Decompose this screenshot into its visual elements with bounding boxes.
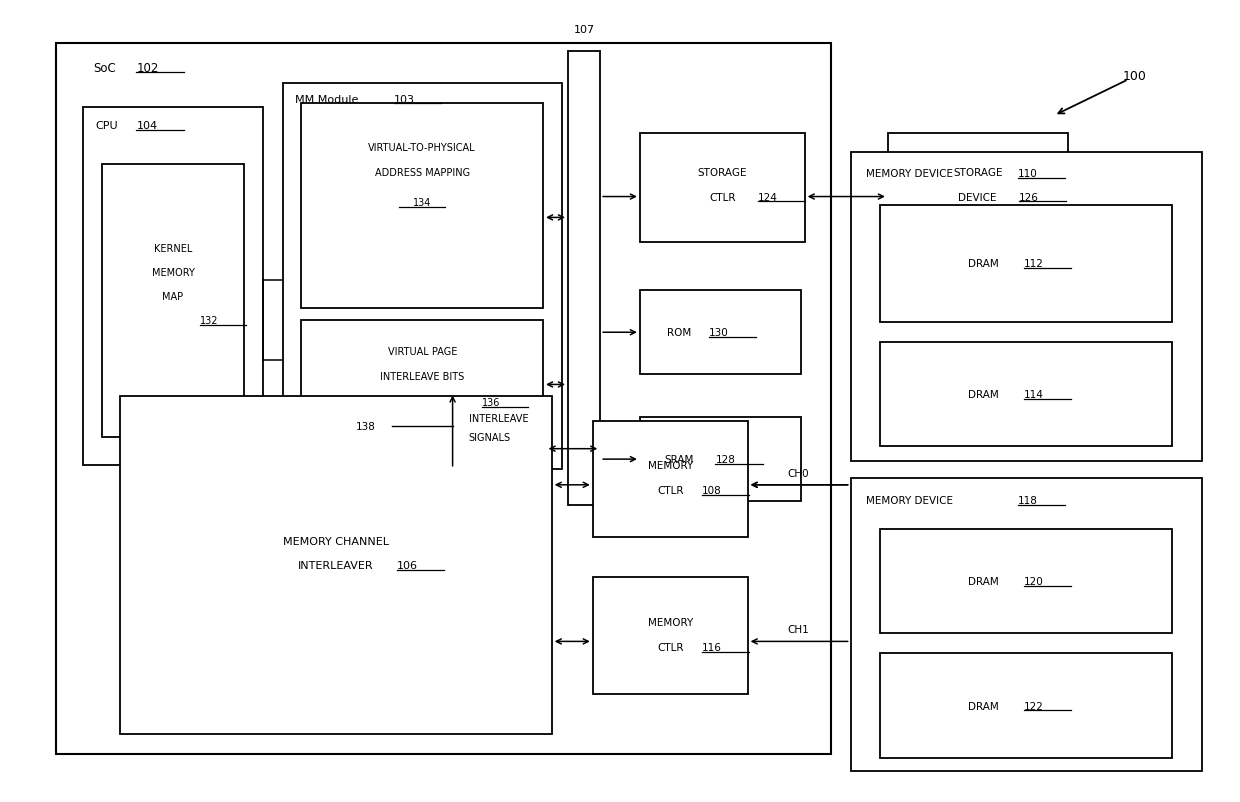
Text: 102: 102 <box>136 62 159 75</box>
Text: KERNEL: KERNEL <box>154 244 192 253</box>
Text: 120: 120 <box>1024 577 1044 586</box>
Text: 106: 106 <box>397 561 418 570</box>
Text: 128: 128 <box>715 455 735 464</box>
Bar <box>593 421 748 537</box>
Text: CTLR: CTLR <box>709 192 735 202</box>
Bar <box>301 104 543 309</box>
Text: CTLR: CTLR <box>657 486 683 496</box>
Text: STORAGE: STORAGE <box>954 168 1002 177</box>
Text: SIGNALS: SIGNALS <box>469 432 511 442</box>
Text: 112: 112 <box>1024 259 1044 269</box>
Text: MEMORY DEVICE: MEMORY DEVICE <box>866 496 952 505</box>
Bar <box>83 108 263 465</box>
Bar <box>640 417 801 501</box>
Text: 124: 124 <box>758 192 777 202</box>
Bar <box>56 44 831 754</box>
Bar <box>880 342 1172 447</box>
Text: 136: 136 <box>482 398 501 407</box>
Text: SoC: SoC <box>93 62 115 75</box>
Text: DRAM: DRAM <box>968 259 998 269</box>
Text: 118: 118 <box>1018 496 1038 505</box>
Text: 122: 122 <box>1024 701 1044 711</box>
Text: MEMORY: MEMORY <box>647 618 693 627</box>
Text: DEVICE: DEVICE <box>959 192 997 202</box>
Text: CTLR: CTLR <box>657 642 683 652</box>
Text: 132: 132 <box>200 316 218 326</box>
Text: MEMORY: MEMORY <box>647 460 693 470</box>
Text: INTERLEAVE: INTERLEAVE <box>469 414 528 423</box>
Text: SRAM: SRAM <box>665 455 694 464</box>
Text: 130: 130 <box>709 328 729 338</box>
Bar <box>593 577 748 694</box>
Bar <box>102 164 244 437</box>
Text: VIRTUAL PAGE: VIRTUAL PAGE <box>388 346 456 356</box>
Text: DRAM: DRAM <box>968 390 998 399</box>
Bar <box>880 654 1172 758</box>
Text: 138: 138 <box>356 422 376 431</box>
Bar <box>888 134 1068 242</box>
Text: 126: 126 <box>1019 192 1039 202</box>
Bar <box>120 397 552 734</box>
Text: VIRTUAL-TO-PHYSICAL: VIRTUAL-TO-PHYSICAL <box>368 143 476 152</box>
Text: STORAGE: STORAGE <box>698 168 746 177</box>
Bar <box>640 134 805 242</box>
Bar <box>301 321 543 445</box>
Text: DRAM: DRAM <box>968 577 998 586</box>
Text: 100: 100 <box>1122 70 1147 83</box>
Text: 114: 114 <box>1024 390 1044 399</box>
Text: MM Module: MM Module <box>295 95 358 104</box>
Bar <box>851 152 1202 461</box>
Text: MEMORY DEVICE: MEMORY DEVICE <box>866 169 952 179</box>
Bar <box>640 290 801 375</box>
Bar <box>851 479 1202 772</box>
Bar <box>568 52 600 505</box>
Text: MEMORY CHANNEL: MEMORY CHANNEL <box>283 537 389 546</box>
Text: CH0: CH0 <box>787 468 810 478</box>
Text: MEMORY: MEMORY <box>151 268 195 277</box>
Text: DRAM: DRAM <box>968 701 998 711</box>
Text: INTERLEAVER: INTERLEAVER <box>299 561 373 570</box>
Text: 108: 108 <box>702 486 722 496</box>
Text: MAP: MAP <box>162 292 184 302</box>
Bar <box>880 529 1172 634</box>
Text: 104: 104 <box>136 121 157 131</box>
Text: INTERLEAVE BITS: INTERLEAVE BITS <box>381 372 464 382</box>
Bar <box>283 84 562 469</box>
Bar <box>880 206 1172 322</box>
Text: 134: 134 <box>413 198 432 208</box>
Text: 103: 103 <box>394 95 415 104</box>
Text: CPU: CPU <box>95 121 118 131</box>
Text: 110: 110 <box>1018 169 1038 179</box>
Text: 116: 116 <box>702 642 722 652</box>
Text: 107: 107 <box>573 25 595 34</box>
Text: ROM: ROM <box>667 328 692 338</box>
Text: CH1: CH1 <box>787 625 810 634</box>
Text: ADDRESS MAPPING: ADDRESS MAPPING <box>374 168 470 178</box>
